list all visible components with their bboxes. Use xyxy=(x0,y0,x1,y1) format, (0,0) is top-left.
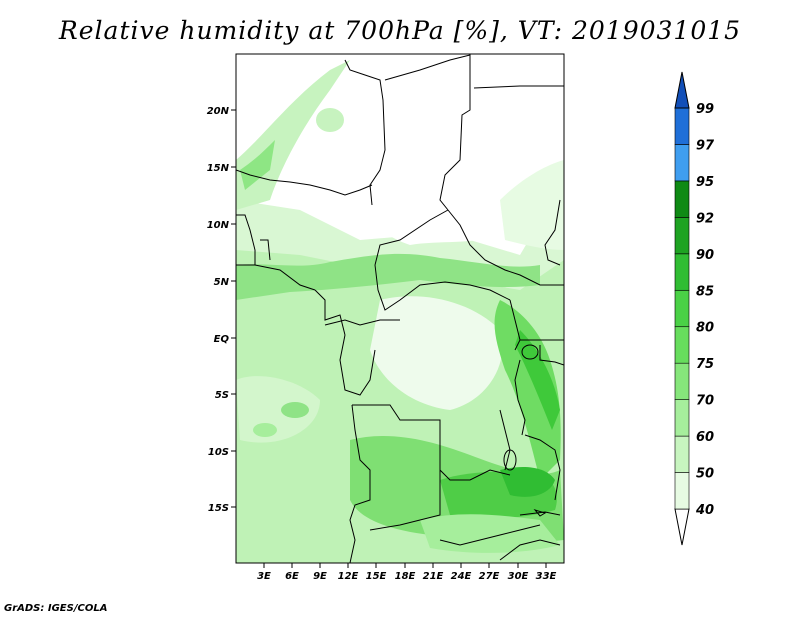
colorbar: 40 50 60 70 75 80 85 90 92 95 97 99 xyxy=(674,71,715,546)
humidity-field xyxy=(236,54,564,563)
lon-label-30e: 30E xyxy=(508,571,529,582)
lon-label-21e: 21E xyxy=(423,571,444,582)
colorbar-segment xyxy=(674,253,690,291)
colorbar-label: 75 xyxy=(696,357,714,372)
colorbar-segment xyxy=(674,326,690,364)
lat-label-5n: 5N xyxy=(214,277,230,288)
chart-title: Relative humidity at 700hPa [%], VT: 201… xyxy=(58,16,742,45)
lon-label-27e: 27E xyxy=(479,571,500,582)
colorbar-lower-arrow xyxy=(674,508,690,546)
colorbar-segment xyxy=(674,180,690,218)
colorbar-label: 40 xyxy=(695,503,714,518)
lat-label-15n: 15N xyxy=(207,163,230,174)
colorbar-upper-arrow xyxy=(674,71,690,109)
lat-label-eq: EQ xyxy=(214,334,230,345)
lon-label-9e: 9E xyxy=(313,571,327,582)
colorbar-segment xyxy=(674,362,690,400)
colorbar-segment xyxy=(674,217,690,255)
colorbar-label: 90 xyxy=(696,248,714,263)
lat-axis: 20N 15N 10N 5N EQ 5S 10S 15S xyxy=(207,106,236,514)
lon-axis: 3E 6E 9E 12E 15E 18E 21E 24E 27E 30E 33E xyxy=(257,563,557,582)
lon-label-12e: 12E xyxy=(338,571,359,582)
colorbar-label: 60 xyxy=(696,430,714,445)
colorbar-segment xyxy=(674,289,690,328)
lon-label-3e: 3E xyxy=(257,571,271,582)
lat-label-15s: 15S xyxy=(208,503,229,514)
lon-label-6e: 6E xyxy=(285,571,299,582)
country-borders xyxy=(236,54,564,563)
colorbar-label: 97 xyxy=(696,138,715,153)
colorbar-segment xyxy=(674,472,690,510)
lon-label-18e: 18E xyxy=(395,571,416,582)
lon-label-24e: 24E xyxy=(451,571,472,582)
colorbar-label: 85 xyxy=(696,284,714,299)
colorbar-segment xyxy=(674,107,690,145)
lon-label-15e: 15E xyxy=(366,571,387,582)
lat-label-5s: 5S xyxy=(215,390,229,401)
colorbar-segment xyxy=(674,435,690,473)
lat-label-10n: 10N xyxy=(207,220,230,231)
colorbar-label: 70 xyxy=(696,394,714,409)
colorbar-label: 92 xyxy=(696,211,714,226)
plot-frame xyxy=(235,53,565,564)
colorbar-label: 95 xyxy=(696,175,714,190)
lakes xyxy=(503,344,547,517)
colorbar-segment xyxy=(674,399,690,437)
colorbar-segment xyxy=(674,144,690,182)
lon-label-33e: 33E xyxy=(536,571,557,582)
lat-label-10s: 10S xyxy=(208,447,229,458)
colorbar-label: 50 xyxy=(696,467,714,482)
lat-label-20n: 20N xyxy=(207,106,230,117)
colorbar-label: 80 xyxy=(696,321,714,336)
colorbar-label: 99 xyxy=(696,102,714,117)
grads-credit: GrADS: IGES/COLA xyxy=(4,603,108,614)
